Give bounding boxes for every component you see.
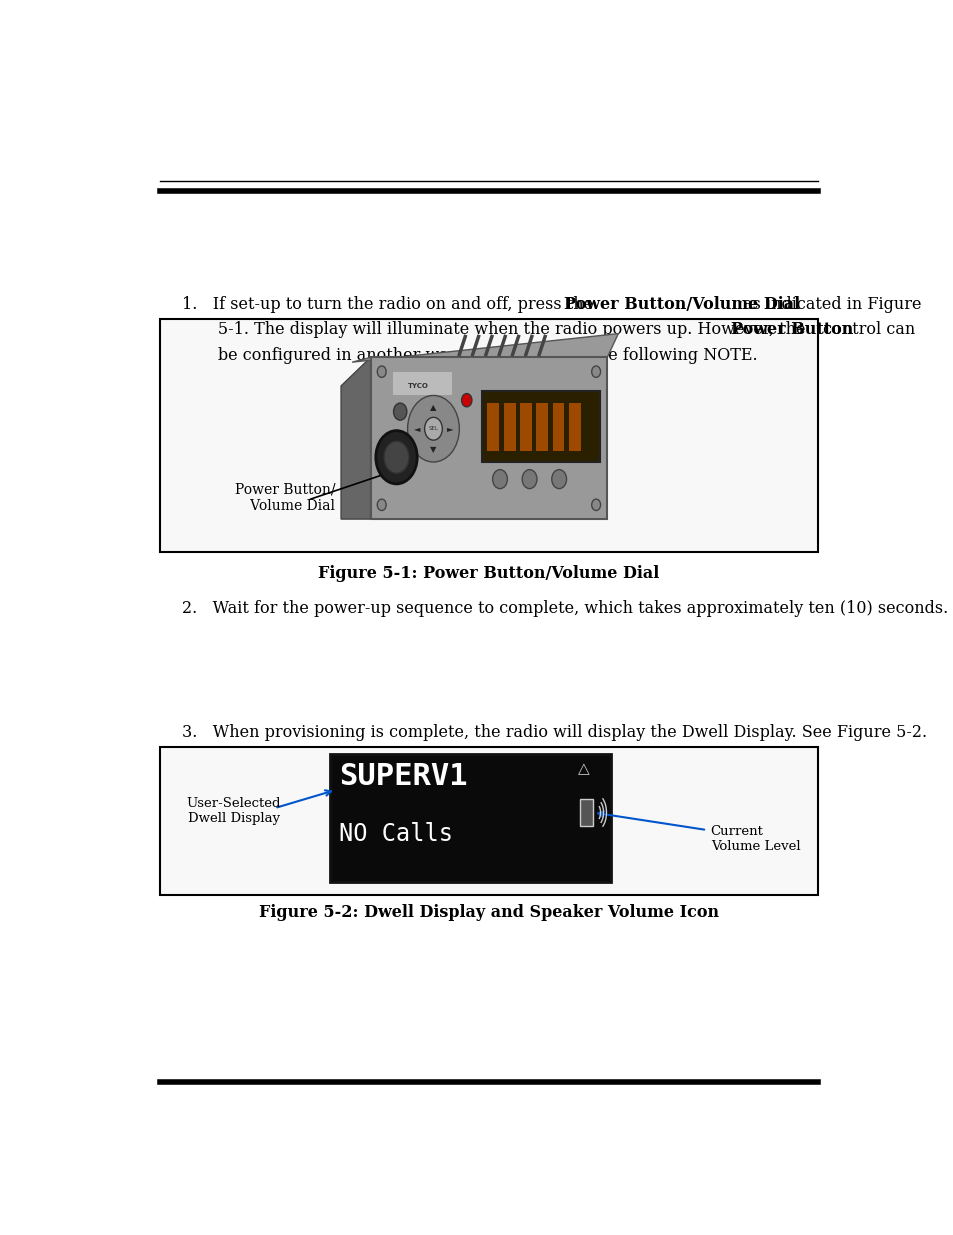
Text: ►: ►	[446, 425, 453, 433]
Bar	[330, 753, 610, 882]
Bar	[481, 390, 599, 462]
Circle shape	[492, 469, 507, 489]
Text: Power Button: Power Button	[730, 321, 853, 338]
Circle shape	[591, 366, 600, 378]
Text: Power Button/
   Volume Dial: Power Button/ Volume Dial	[235, 483, 335, 513]
Bar	[536, 403, 547, 451]
Text: NO Calls: NO Calls	[338, 823, 453, 846]
Circle shape	[461, 394, 472, 406]
Circle shape	[394, 403, 406, 420]
Text: TYCO: TYCO	[408, 383, 429, 389]
Text: 2.   Wait for the power-up sequence to complete, which takes approximately ten (: 2. Wait for the power-up sequence to com…	[182, 600, 947, 618]
Text: ◄: ◄	[414, 425, 420, 433]
Text: ▼: ▼	[430, 445, 436, 454]
Bar	[503, 403, 515, 451]
Text: SEL: SEL	[428, 426, 438, 431]
Polygon shape	[352, 333, 618, 362]
Circle shape	[376, 366, 386, 378]
Circle shape	[591, 499, 600, 510]
Bar	[568, 403, 580, 451]
Bar	[160, 320, 817, 552]
Circle shape	[384, 441, 409, 473]
Text: as indicated in Figure: as indicated in Figure	[738, 295, 921, 312]
Text: 1.   If set-up to turn the radio on and off, press the: 1. If set-up to turn the radio on and of…	[182, 295, 598, 312]
Text: Power Button/Volume Dial: Power Button/Volume Dial	[564, 295, 800, 312]
Bar	[487, 403, 498, 451]
Circle shape	[407, 395, 459, 462]
Bar	[370, 357, 606, 519]
Text: SUPERV1: SUPERV1	[338, 762, 467, 790]
Circle shape	[376, 499, 386, 510]
Text: 5-1. The display will illuminate when the radio powers up. However, the: 5-1. The display will illuminate when th…	[182, 321, 810, 338]
Polygon shape	[341, 357, 370, 519]
Bar	[393, 372, 452, 395]
Text: control can: control can	[818, 321, 914, 338]
Circle shape	[424, 417, 442, 440]
Bar	[552, 403, 564, 451]
Bar	[519, 403, 531, 451]
Circle shape	[375, 431, 416, 484]
Circle shape	[551, 469, 566, 489]
Bar	[579, 799, 593, 826]
Text: Figure 5-2: Dwell Display and Speaker Volume Icon: Figure 5-2: Dwell Display and Speaker Vo…	[258, 904, 719, 921]
Text: 3.   When provisioning is complete, the radio will display the Dwell Display. Se: 3. When provisioning is complete, the ra…	[182, 724, 926, 741]
Text: be configured in another way as described in the following NOTE.: be configured in another way as describe…	[182, 347, 757, 364]
Circle shape	[521, 469, 537, 489]
Text: Current
Volume Level: Current Volume Level	[710, 825, 800, 853]
Text: ▲: ▲	[430, 404, 436, 412]
Text: Figure 5-1: Power Button/Volume Dial: Figure 5-1: Power Button/Volume Dial	[318, 564, 659, 582]
Bar	[160, 747, 817, 894]
Text: △: △	[577, 762, 589, 777]
Text: User-Selected
Dwell Display: User-Selected Dwell Display	[187, 797, 281, 825]
